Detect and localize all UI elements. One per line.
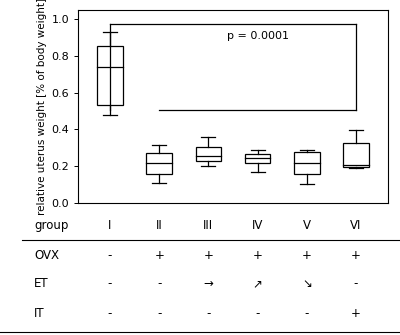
Text: group: group (34, 219, 68, 232)
Text: -: - (256, 307, 260, 320)
Bar (294, 152, 320, 174)
Text: -: - (108, 249, 112, 262)
Text: III: III (203, 219, 214, 232)
Y-axis label: relative uterus weight [% of body weight]: relative uterus weight [% of body weight… (37, 0, 47, 215)
Text: ↗: ↗ (253, 277, 262, 290)
Text: +: + (204, 249, 213, 262)
Text: +: + (302, 249, 312, 262)
Bar (245, 154, 270, 163)
Text: -: - (108, 307, 112, 320)
Text: +: + (154, 249, 164, 262)
Text: IT: IT (34, 307, 45, 320)
Text: ET: ET (34, 277, 49, 290)
Text: +: + (253, 249, 262, 262)
Text: →: → (204, 277, 213, 290)
Text: ↘: ↘ (302, 277, 312, 290)
Bar (97, 46, 123, 106)
Text: -: - (108, 277, 112, 290)
Text: -: - (157, 277, 161, 290)
Text: -: - (354, 277, 358, 290)
Text: -: - (157, 307, 161, 320)
Text: II: II (156, 219, 162, 232)
Text: V: V (303, 219, 311, 232)
Bar (343, 143, 369, 167)
Text: +: + (351, 249, 361, 262)
Text: OVX: OVX (34, 249, 59, 262)
Bar (196, 147, 221, 161)
Text: +: + (351, 307, 361, 320)
Text: p = 0.0001: p = 0.0001 (227, 31, 289, 41)
Text: -: - (305, 307, 309, 320)
Text: IV: IV (252, 219, 263, 232)
Text: -: - (206, 307, 210, 320)
Text: VI: VI (350, 219, 362, 232)
Bar (146, 153, 172, 174)
Text: I: I (108, 219, 112, 232)
